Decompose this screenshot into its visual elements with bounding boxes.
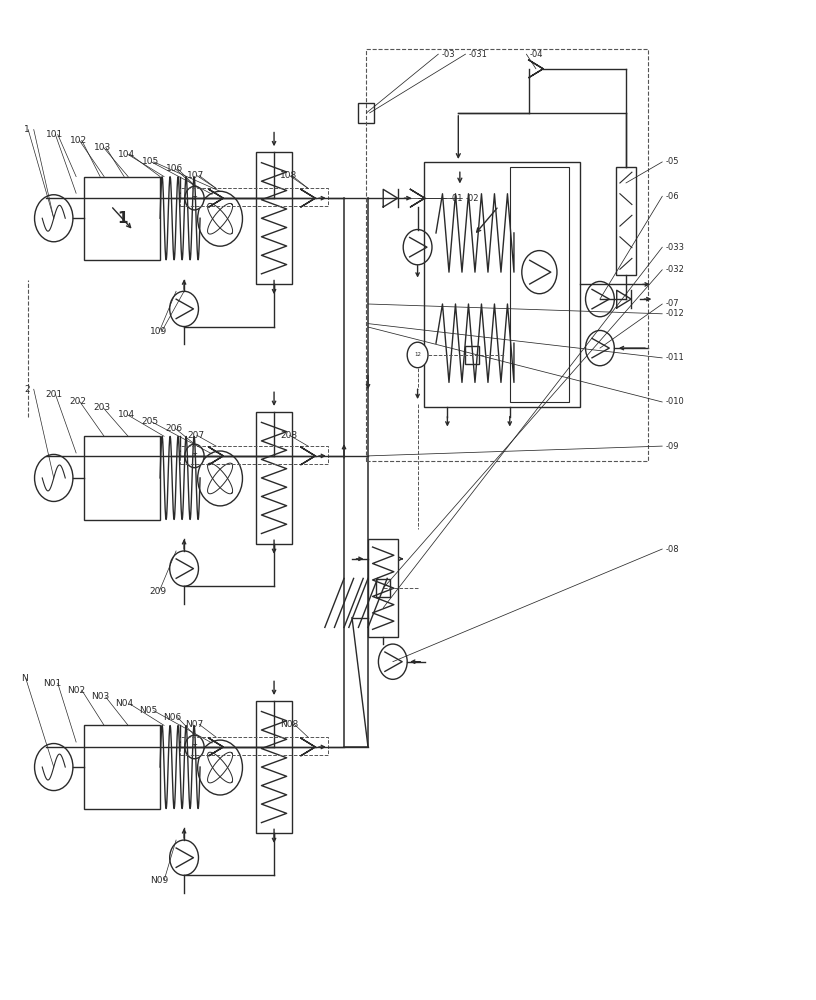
Text: 103: 103 [94, 143, 111, 152]
Text: 104: 104 [118, 150, 135, 159]
Text: N01: N01 [43, 679, 61, 688]
Text: T: T [193, 196, 197, 201]
Bar [256, 152, 292, 284]
Bar [84, 177, 160, 260]
Text: -08: -08 [666, 544, 679, 554]
Text: N: N [21, 674, 28, 683]
Text: N06: N06 [163, 713, 181, 722]
Bar [84, 436, 160, 520]
Text: 104: 104 [118, 410, 135, 419]
Bar [368, 539, 398, 637]
Text: 207: 207 [188, 431, 205, 440]
Bar [376, 579, 390, 597]
Text: N02: N02 [68, 686, 86, 695]
Text: -010: -010 [666, 397, 685, 406]
Text: 109: 109 [149, 327, 167, 336]
Bar [84, 725, 160, 809]
Text: 202: 202 [69, 397, 86, 406]
Text: 203: 203 [94, 403, 111, 412]
Text: 205: 205 [142, 417, 159, 426]
Text: -05: -05 [666, 157, 679, 166]
Circle shape [185, 186, 204, 210]
Text: -011: -011 [666, 353, 685, 362]
Text: -04: -04 [530, 50, 543, 59]
Text: N05: N05 [140, 706, 157, 715]
Text: 101: 101 [46, 130, 63, 139]
Text: 201: 201 [46, 390, 63, 399]
Text: N04: N04 [115, 699, 134, 708]
Text: -033: -033 [666, 243, 685, 252]
Text: -03: -03 [441, 50, 455, 59]
Bar [256, 412, 292, 544]
Text: -031: -031 [468, 50, 488, 59]
Bar [510, 167, 569, 402]
Text: N07: N07 [185, 720, 203, 729]
Text: -07: -07 [666, 300, 679, 308]
Text: -09: -09 [666, 442, 679, 451]
Text: -032: -032 [666, 265, 685, 274]
Text: -06: -06 [666, 192, 679, 201]
Text: 102: 102 [69, 136, 86, 145]
Circle shape [185, 444, 204, 468]
Bar [616, 167, 636, 275]
Text: 206: 206 [166, 424, 183, 433]
Text: 105: 105 [142, 157, 159, 166]
Text: 1: 1 [24, 125, 30, 134]
Text: 209: 209 [149, 587, 166, 596]
Circle shape [185, 735, 204, 759]
Text: -02: -02 [466, 194, 479, 203]
Text: 12: 12 [414, 352, 421, 357]
Text: 2: 2 [24, 385, 29, 394]
Bar [358, 103, 375, 123]
Text: 1: 1 [117, 211, 127, 226]
Text: 208: 208 [280, 431, 297, 440]
Text: T: T [193, 744, 197, 749]
Circle shape [407, 342, 428, 368]
Text: 107: 107 [188, 171, 205, 180]
Text: -01: -01 [450, 194, 463, 203]
Text: N03: N03 [91, 692, 109, 701]
Bar [465, 346, 479, 364]
Text: N08: N08 [280, 720, 299, 729]
Bar [424, 162, 580, 407]
Text: T: T [193, 453, 197, 458]
Text: N09: N09 [149, 876, 168, 885]
Text: -012: -012 [666, 309, 685, 318]
Text: 108: 108 [280, 171, 297, 180]
Text: 106: 106 [166, 164, 183, 173]
Bar [256, 701, 292, 833]
